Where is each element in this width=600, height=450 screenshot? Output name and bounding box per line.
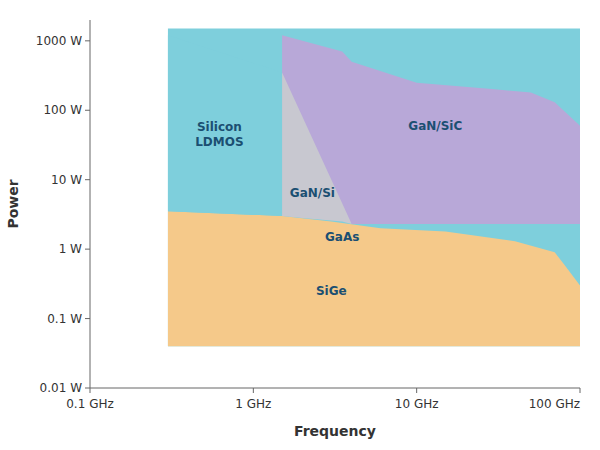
x-tick [253, 388, 254, 393]
x-tick-label: 1 GHz [235, 397, 271, 411]
x-tick [416, 388, 417, 393]
y-tick [85, 318, 90, 319]
x-tick [90, 388, 91, 393]
region-label: SiliconLDMOS [195, 120, 243, 148]
y-tick-label: 1000 W [36, 34, 82, 48]
chart: 0.1 GHz 1 GHz 10 GHz 100 GHz 0.01 W 0.1 W 1 W 1… [0, 0, 600, 450]
y-tick [85, 110, 90, 111]
x-tick [580, 388, 581, 393]
region-label: SiGe [316, 284, 347, 298]
y-tick [85, 40, 90, 41]
y-axis-line [90, 20, 91, 388]
x-tick-label: 100 GHz [529, 397, 580, 411]
y-tick-label: 0.1 W [47, 312, 82, 326]
region [168, 211, 580, 346]
y-tick [85, 388, 90, 389]
region [168, 29, 580, 347]
region-label: GaAs [325, 230, 359, 244]
x-axis-label: Frequency [294, 423, 376, 439]
y-tick [85, 179, 90, 180]
y-tick-label: 100 W [43, 103, 82, 117]
x-tick-label: 0.1 GHz [66, 397, 114, 411]
region-label: GaN/SiC [408, 119, 462, 133]
y-tick [85, 249, 90, 250]
y-tick-label: 0.01 W [40, 381, 83, 395]
y-tick-label: 1 W [59, 242, 82, 256]
region [282, 35, 580, 224]
x-axis-line [90, 388, 580, 389]
regions [168, 29, 580, 347]
y-axis-label: Power [5, 179, 21, 228]
x-tick-label: 10 GHz [395, 397, 439, 411]
region [168, 35, 282, 216]
region-label: GaN/Si [290, 186, 335, 200]
y-tick-label: 10 W [51, 173, 82, 187]
